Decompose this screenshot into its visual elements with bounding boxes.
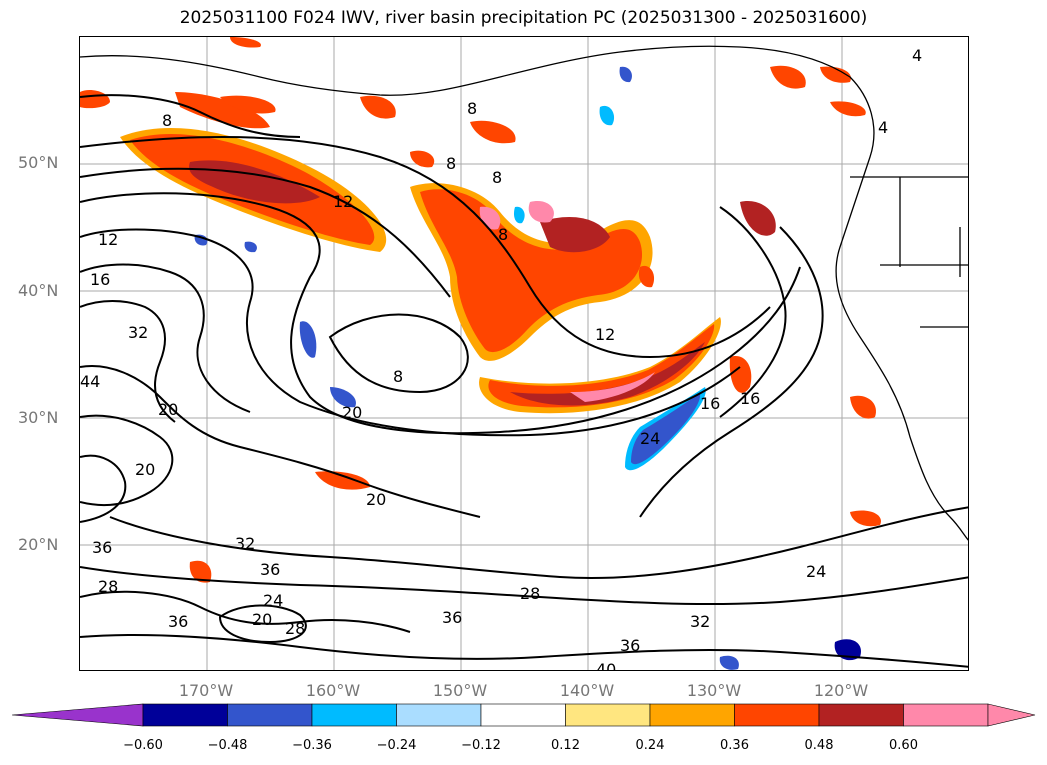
contour-label: 16 [740,389,760,408]
contour-label: 28 [285,619,305,638]
negative-correlation-patches [194,66,861,670]
colorbar-extend-max [987,703,1036,727]
lat-label-40n: 40°N [18,281,59,300]
contour-label: 4 [912,46,922,65]
map-panel: 4 4 8 8 8 8 8 8 12 12 12 16 16 16 20 20 … [79,36,969,671]
colorbar-segment [565,703,651,727]
contour-label: 36 [168,612,188,631]
lat-label-30n: 30°N [18,408,59,427]
contour-label: 36 [260,560,280,579]
colorbar-segments [11,703,1036,727]
colorbar-tick-label: −0.24 [376,738,417,753]
contour-label: 8 [162,111,172,130]
contour-label: 24 [640,429,660,448]
colorbar-segment [227,703,313,727]
lon-label-130w: 130°W [686,681,742,700]
contour-label: 20 [158,400,178,419]
map-title: 2025031100 F024 IWV, river basin precipi… [179,8,868,28]
contour-label: 24 [806,562,826,581]
colorbar-tick-label: −0.60 [123,738,163,753]
colorbar-segment [818,703,904,727]
contour-label: 24 [263,591,283,610]
positive-correlation-patches [80,37,881,583]
contour-label: 36 [92,538,112,557]
colorbar-tick-label: 0.48 [804,738,834,753]
lon-label-150w: 150°W [432,681,488,700]
lon-label-170w: 170°W [178,681,234,700]
contour-label: 8 [446,154,456,173]
contour-label: 32 [690,612,710,631]
colorbar-segment [396,703,482,727]
colorbar-segment [649,703,735,727]
contour-label: 20 [342,403,362,422]
colorbar-tick-label: −0.48 [207,738,248,753]
colorbar-tick-label: 0.36 [720,738,749,753]
lon-label-120w: 120°W [813,681,869,700]
contour-label: 8 [467,99,477,118]
contour-label: 36 [620,636,640,655]
contour-label: 8 [393,367,403,386]
contour-label: 12 [98,230,118,249]
contour-label: 44 [80,372,100,391]
colorbar-tick-label: 0.60 [889,738,918,753]
contour-label: 32 [235,534,255,553]
colorbar-segment [311,703,397,727]
colorbar [11,703,1036,727]
colorbar-tick-label: −0.12 [461,738,501,753]
colorbar-segment [142,703,228,727]
iwv-contours [80,94,968,668]
contour-label: 16 [700,394,720,413]
contour-label: 20 [252,610,272,629]
coastlines [80,45,968,541]
colorbar-tick-label: −0.36 [292,738,332,753]
colorbar-segment [734,703,820,727]
contour-label: 36 [442,608,462,627]
map-canvas: 4 4 8 8 8 8 8 8 12 12 12 16 16 16 20 20 … [80,37,968,671]
lat-label-50n: 50°N [18,153,59,172]
colorbar-extend-min [11,703,144,727]
contour-label: 20 [366,490,386,509]
contour-label: 16 [90,270,110,289]
contour-label: 32 [128,323,148,342]
colorbar-segment [480,703,566,727]
contour-label: 12 [595,325,615,344]
contour-label: 28 [98,577,118,596]
graticule [80,37,968,670]
lon-label-140w: 140°W [559,681,615,700]
contour-labels: 4 4 8 8 8 8 8 8 12 12 12 16 16 16 20 20 … [80,46,922,671]
contour-label: 40 [596,660,616,671]
contour-label: 20 [135,460,155,479]
contour-label: 8 [492,168,502,187]
lat-label-20n: 20°N [18,535,59,554]
colorbar-segment [903,703,989,727]
lon-label-160w: 160°W [305,681,361,700]
colorbar-tick-label: 0.12 [551,738,580,753]
contour-label: 8 [498,225,508,244]
colorbar-tick-label: 0.24 [635,738,665,753]
contour-label: 28 [520,584,540,603]
contour-label: 12 [333,192,353,211]
contour-label: 4 [878,118,888,137]
